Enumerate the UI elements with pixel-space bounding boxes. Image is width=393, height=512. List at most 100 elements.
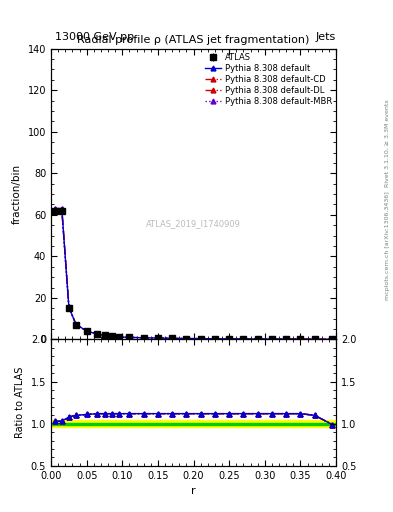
Pythia 8.308 default [66,304,71,310]
Pythia 8.308 default-MBR [284,336,288,342]
Pythia 8.308 default-MBR [241,336,246,342]
Pythia 8.308 default-CD [109,333,114,339]
Pythia 8.308 default-DL [227,336,231,342]
Pythia 8.308 default-CD [227,336,231,342]
Pythia 8.308 default-CD [213,336,217,342]
Pythia 8.308 default-MBR [156,335,160,341]
Pythia 8.308 default-DL [52,205,57,211]
Pythia 8.308 default-DL [127,334,132,340]
Pythia 8.308 default-CD [270,336,274,342]
Text: Rivet 3.1.10, ≥ 3.3M events: Rivet 3.1.10, ≥ 3.3M events [385,99,389,187]
Y-axis label: Ratio to ATLAS: Ratio to ATLAS [15,367,25,438]
Text: mcplots.cern.ch [arXiv:1306.3436]: mcplots.cern.ch [arXiv:1306.3436] [385,191,389,300]
Pythia 8.308 default-CD [84,328,89,334]
Pythia 8.308 default-MBR [298,336,303,342]
Line: Pythia 8.308 default-CD: Pythia 8.308 default-CD [52,206,335,342]
Pythia 8.308 default [170,335,174,342]
Pythia 8.308 default-DL [213,336,217,342]
Pythia 8.308 default-MBR [73,322,78,328]
Pythia 8.308 default-MBR [59,205,64,211]
Pythia 8.308 default [59,205,64,211]
Line: Pythia 8.308 default-MBR: Pythia 8.308 default-MBR [52,206,335,342]
Pythia 8.308 default-MBR [52,205,57,211]
Pythia 8.308 default-MBR [198,335,203,342]
Pythia 8.308 default-MBR [127,334,132,340]
Pythia 8.308 default [52,205,57,211]
X-axis label: r: r [191,486,196,496]
Pythia 8.308 default-CD [255,336,260,342]
Pythia 8.308 default [270,336,274,342]
Pythia 8.308 default-MBR [102,332,107,338]
Pythia 8.308 default-MBR [330,336,335,343]
Pythia 8.308 default [95,331,100,337]
Pythia 8.308 default-MBR [66,304,71,310]
Pythia 8.308 default-DL [156,335,160,341]
Pythia 8.308 default [127,334,132,340]
Pythia 8.308 default-CD [52,205,57,211]
Pythia 8.308 default [156,335,160,341]
Pythia 8.308 default [227,336,231,342]
Pythia 8.308 default-CD [170,335,174,342]
Y-axis label: fraction/bin: fraction/bin [12,164,22,224]
Pythia 8.308 default-DL [270,336,274,342]
Pythia 8.308 default-DL [141,335,146,341]
Pythia 8.308 default [73,322,78,328]
Pythia 8.308 default-DL [95,331,100,337]
Pythia 8.308 default [102,332,107,338]
Pythia 8.308 default-CD [102,332,107,338]
Pythia 8.308 default-CD [330,336,335,343]
Pythia 8.308 default-CD [198,335,203,342]
Pythia 8.308 default-MBR [141,335,146,341]
Pythia 8.308 default-MBR [116,334,121,340]
Pythia 8.308 default-CD [66,304,71,310]
Pythia 8.308 default [255,336,260,342]
Pythia 8.308 default-CD [312,336,317,343]
Pythia 8.308 default-DL [198,335,203,342]
Pythia 8.308 default [198,335,203,342]
Pythia 8.308 default-MBR [184,335,189,342]
Pythia 8.308 default-MBR [95,331,100,337]
Pythia 8.308 default-CD [284,336,288,342]
Pythia 8.308 default-CD [59,205,64,211]
Pythia 8.308 default-DL [170,335,174,342]
Pythia 8.308 default-MBR [213,336,217,342]
Pythia 8.308 default-MBR [312,336,317,343]
Pythia 8.308 default-CD [127,334,132,340]
Pythia 8.308 default-DL [102,332,107,338]
Pythia 8.308 default [330,336,335,343]
Text: Jets: Jets [316,32,336,42]
Pythia 8.308 default-DL [255,336,260,342]
Legend: ATLAS, Pythia 8.308 default, Pythia 8.308 default-CD, Pythia 8.308 default-DL, P: ATLAS, Pythia 8.308 default, Pythia 8.30… [203,51,334,108]
Pythia 8.308 default-DL [116,334,121,340]
Pythia 8.308 default-DL [59,205,64,211]
Pythia 8.308 default-CD [184,335,189,342]
Pythia 8.308 default-DL [298,336,303,342]
Pythia 8.308 default [298,336,303,342]
Pythia 8.308 default [109,333,114,339]
Text: ATLAS_2019_I1740909: ATLAS_2019_I1740909 [146,219,241,228]
Pythia 8.308 default [241,336,246,342]
Pythia 8.308 default-MBR [84,328,89,334]
Pythia 8.308 default [312,336,317,343]
Pythia 8.308 default-DL [184,335,189,342]
Pythia 8.308 default [141,335,146,341]
Pythia 8.308 default-DL [330,336,335,343]
Pythia 8.308 default-MBR [227,336,231,342]
Pythia 8.308 default [213,336,217,342]
Pythia 8.308 default-DL [66,304,71,310]
Pythia 8.308 default-CD [156,335,160,341]
Pythia 8.308 default-DL [312,336,317,343]
Line: Pythia 8.308 default-DL: Pythia 8.308 default-DL [52,206,335,342]
Pythia 8.308 default-CD [241,336,246,342]
Pythia 8.308 default-DL [241,336,246,342]
Pythia 8.308 default-MBR [109,333,114,339]
Pythia 8.308 default-CD [298,336,303,342]
Pythia 8.308 default-MBR [255,336,260,342]
Pythia 8.308 default [84,328,89,334]
Text: 13000 GeV pp: 13000 GeV pp [55,32,134,42]
Pythia 8.308 default-MBR [270,336,274,342]
Pythia 8.308 default-DL [84,328,89,334]
Line: Pythia 8.308 default: Pythia 8.308 default [52,206,335,342]
Pythia 8.308 default-DL [284,336,288,342]
Pythia 8.308 default-MBR [170,335,174,342]
